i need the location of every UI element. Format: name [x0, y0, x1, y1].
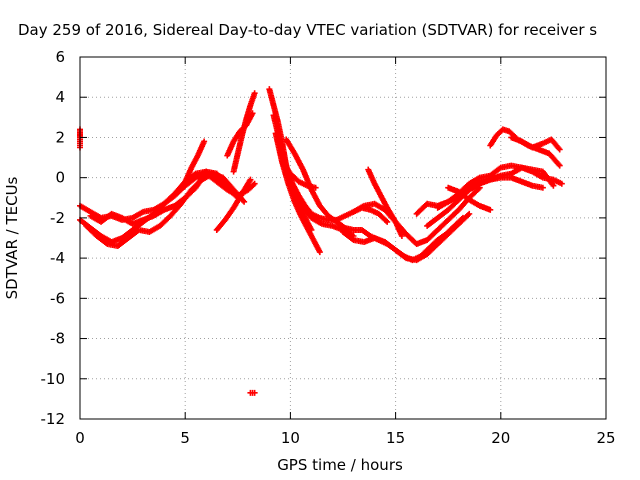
- x-tick-label: 20: [491, 429, 510, 447]
- data-point: [558, 180, 565, 187]
- x-tick-label: 25: [596, 429, 615, 447]
- data-point: [241, 198, 248, 205]
- data-point: [247, 176, 254, 183]
- data-point: [466, 210, 473, 217]
- y-tick-label: -6: [50, 289, 65, 307]
- y-tick-label: 2: [55, 128, 65, 146]
- y-tick-label: 6: [55, 48, 65, 66]
- x-tick-label: 15: [386, 429, 405, 447]
- data-point-trace: [465, 211, 472, 218]
- data-point: [251, 90, 258, 97]
- x-tick-label: 5: [180, 429, 190, 447]
- data-point: [251, 389, 258, 396]
- data-point: [384, 218, 391, 225]
- data-point: [316, 249, 323, 256]
- y-tick-label: 4: [55, 88, 65, 106]
- data-point: [398, 232, 405, 239]
- y-tick-label: -4: [50, 249, 65, 267]
- y-tick-label: -2: [50, 209, 65, 227]
- y-tick-label: 0: [55, 169, 65, 187]
- data-points: [77, 86, 565, 396]
- data-point: [556, 146, 563, 153]
- y-tick-label: -12: [41, 410, 66, 428]
- x-tick-label: 0: [75, 429, 85, 447]
- tick-labels: 0 5 10 15 20 25 -12 -10 -8 -6 -4 -2 0 2 4 6: [41, 48, 616, 447]
- axis-ticks: [79, 56, 607, 420]
- data-point: [487, 206, 494, 213]
- data-point: [539, 184, 546, 191]
- plot-frame: [79, 56, 607, 420]
- data-point: [251, 180, 258, 187]
- data-point: [201, 138, 208, 145]
- x-axis-label: GPS time / hours: [277, 456, 403, 474]
- data-point: [308, 226, 315, 233]
- y-tick-label: -8: [50, 330, 65, 348]
- y-axis-label: SDTVAR / TECUs: [3, 176, 21, 299]
- grid: [80, 57, 606, 419]
- chart-title: Day 259 of 2016, Sidereal Day-to-day VTE…: [18, 21, 597, 39]
- data-point: [550, 182, 557, 189]
- data-point: [556, 162, 563, 169]
- x-tick-label: 10: [281, 429, 300, 447]
- y-tick-label: -10: [41, 370, 66, 388]
